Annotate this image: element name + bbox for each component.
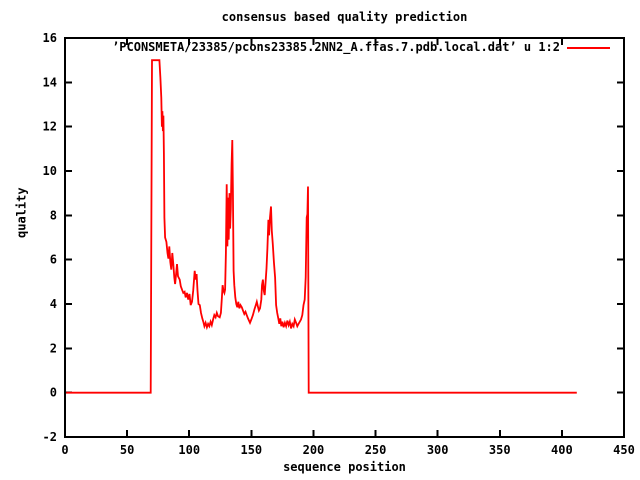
svg-text:4: 4	[50, 297, 57, 311]
svg-text:6: 6	[50, 253, 57, 267]
svg-text:150: 150	[240, 443, 262, 457]
svg-text:0: 0	[61, 443, 68, 457]
svg-text:350: 350	[489, 443, 511, 457]
svg-text:50: 50	[120, 443, 134, 457]
x-axis-label: sequence position	[283, 460, 406, 474]
data-line	[66, 59, 577, 394]
svg-text:100: 100	[178, 443, 200, 457]
svg-text:12: 12	[43, 120, 57, 134]
svg-text:300: 300	[427, 443, 449, 457]
svg-text:400: 400	[551, 443, 573, 457]
svg-text:10: 10	[43, 164, 57, 178]
svg-text:8: 8	[50, 208, 57, 222]
svg-text:250: 250	[365, 443, 387, 457]
legend: ’PCONSMETA/23385/pcons23385.2NN2_A.ffas.…	[112, 41, 610, 54]
svg-text:16: 16	[43, 31, 57, 45]
svg-text:200: 200	[303, 443, 325, 457]
legend-label: ’PCONSMETA/23385/pcons23385.2NN2_A.ffas.…	[112, 40, 560, 54]
svg-text:0: 0	[50, 386, 57, 400]
svg-text:-2: -2	[43, 430, 57, 444]
svg-text:2: 2	[50, 341, 57, 355]
chart-title: consensus based quality prediction	[221, 10, 468, 24]
svg-text:14: 14	[43, 75, 57, 89]
svg-text:450: 450	[613, 443, 635, 457]
legend-line-sample	[567, 46, 610, 49]
